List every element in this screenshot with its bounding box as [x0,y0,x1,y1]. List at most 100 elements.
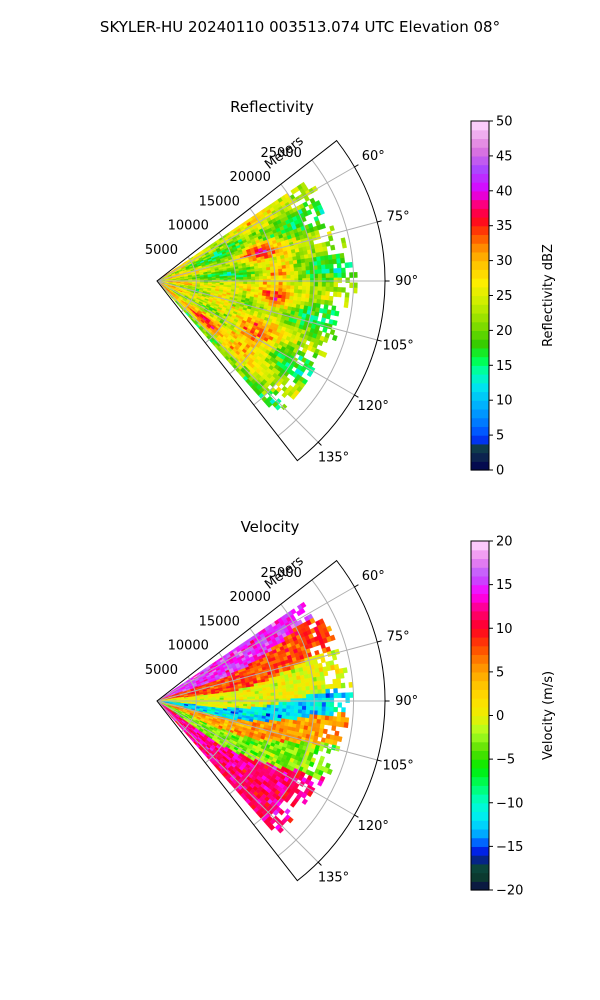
field-cell [328,300,333,306]
colorbar-tick-label: 0 [496,464,504,479]
colorbar-segment [471,347,489,358]
field-cell [323,670,329,677]
field-cell [258,696,264,700]
field-cell [285,712,291,717]
field-cell [282,288,287,293]
reflectivity-field [156,181,358,411]
field-cell [302,694,307,699]
field-cell [254,690,260,695]
field-cell [247,701,252,705]
field-cell [320,657,326,664]
colorbar-segment [471,155,489,166]
field-cell [341,692,346,698]
field-cell [277,685,283,690]
field-cell [301,289,307,295]
field-cell [301,262,306,268]
field-cell [321,268,327,275]
field-cell [298,282,303,287]
field-cell [322,728,328,735]
field-cell [290,278,295,283]
field-cell [250,693,256,698]
colorbar-tick-label: 25 [496,289,513,304]
field-cell [251,701,256,705]
field-cell [290,285,295,290]
field-cell [278,705,283,709]
field-cell [325,286,331,292]
field-cell [262,701,268,706]
field-cell [333,692,339,699]
colorbar-segment [471,443,489,454]
field-cell [301,270,307,275]
field-cell [258,284,264,288]
field-cell [309,693,315,699]
field-cell [340,257,346,264]
field-cell [305,706,311,711]
field-cell [344,292,350,299]
field-cell [274,698,280,703]
field-cell [285,264,291,269]
field-cell [325,693,331,699]
colorbar-segment [471,452,489,462]
field-cell [223,277,228,281]
field-cell [301,682,306,688]
field-cell [302,698,307,703]
field-cell [250,273,256,278]
field-cell [321,290,326,296]
field-cell [302,274,307,279]
field-cell [305,262,310,267]
field-cell [286,701,291,706]
field-cell [341,272,346,278]
field-cell [258,701,264,705]
field-cell [339,252,345,259]
field-cell [266,275,272,280]
field-cell [281,264,287,270]
colorbar-segment [471,190,489,201]
theta-tick [317,441,322,446]
field-cell [334,310,340,317]
field-cell [314,277,319,283]
field-cell [297,293,303,298]
field-cell [292,259,298,265]
field-cell [344,262,350,269]
field-cell [321,706,327,712]
field-cell [258,281,264,285]
field-cell [316,714,322,720]
field-cell [332,678,338,685]
field-cell [290,691,295,696]
field-cell [278,278,283,283]
field-cell [262,704,268,708]
field-cell [321,684,326,690]
field-cell [344,297,350,304]
colorbar-segment [471,208,489,218]
field-cell [319,723,325,730]
field-cell [278,708,283,713]
field-cell [262,695,268,700]
field-cell [317,277,323,283]
field-cell [290,274,295,279]
colorbar-segment [471,225,489,236]
colorbar-tick-label: 10 [496,394,513,409]
field-cell [262,281,268,286]
field-cell [289,288,295,294]
field-cell [332,319,338,326]
field-cell [306,274,311,279]
colorbar-segment [471,164,489,174]
field-cell [329,329,336,336]
field-cell [325,697,331,703]
field-cell [286,698,291,703]
field-cell [282,285,287,290]
colorbar-segment [471,417,489,427]
field-cell [270,278,276,283]
field-cell [290,281,295,287]
field-cell [304,297,310,303]
field-cell [290,701,295,707]
field-cell [310,278,315,283]
field-cell [301,705,307,711]
field-cell [301,285,307,291]
field-cell [262,284,268,288]
field-cell [251,281,256,285]
colorbar-segment [471,129,489,140]
field-cell [329,277,335,283]
field-cell [329,702,335,708]
field-cell [316,680,322,686]
